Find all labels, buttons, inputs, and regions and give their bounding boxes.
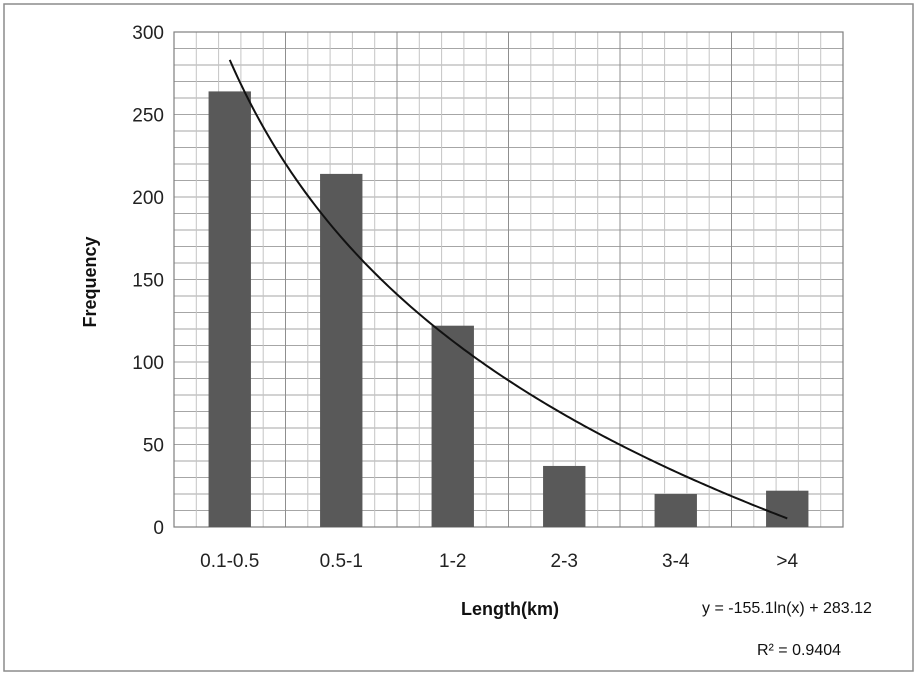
x-tick-label: 3-4 xyxy=(662,551,690,572)
y-tick-labels: 0 50 100 150 200 250 300 xyxy=(132,23,164,539)
bars xyxy=(208,91,809,528)
x-tick-label: 1-2 xyxy=(439,551,466,572)
bar xyxy=(654,494,697,527)
y-tick-label: 0 xyxy=(153,518,164,539)
y-tick-label: 300 xyxy=(132,23,164,44)
bar xyxy=(208,91,251,528)
bar xyxy=(320,173,363,527)
y-tick-label: 150 xyxy=(132,271,164,292)
trendline-r-squared: R² = 0.9404 xyxy=(757,642,841,659)
bar xyxy=(766,490,809,527)
plot-area-frame xyxy=(173,31,844,528)
y-axis-title: Frequency xyxy=(80,236,100,327)
y-tick-label: 200 xyxy=(132,188,164,209)
x-tick-label: 0.1-0.5 xyxy=(200,551,259,572)
y-tick-label: 250 xyxy=(132,106,164,127)
bar xyxy=(431,325,474,527)
x-tick-labels: 0.1-0.5 0.5-1 1-2 2-3 3-4 >4 xyxy=(200,551,798,572)
trendline xyxy=(228,59,788,520)
x-tick-label: >4 xyxy=(776,551,798,572)
x-tick-label: 2-3 xyxy=(551,551,578,572)
x-tick-label: 0.5-1 xyxy=(320,551,363,572)
trendline-equation: y = -155.1ln(x) + 283.12 xyxy=(702,600,872,617)
x-axis-title: Length(km) xyxy=(461,599,559,619)
bar xyxy=(543,465,586,527)
y-tick-label: 100 xyxy=(132,353,164,374)
y-tick-label: 50 xyxy=(143,436,164,457)
